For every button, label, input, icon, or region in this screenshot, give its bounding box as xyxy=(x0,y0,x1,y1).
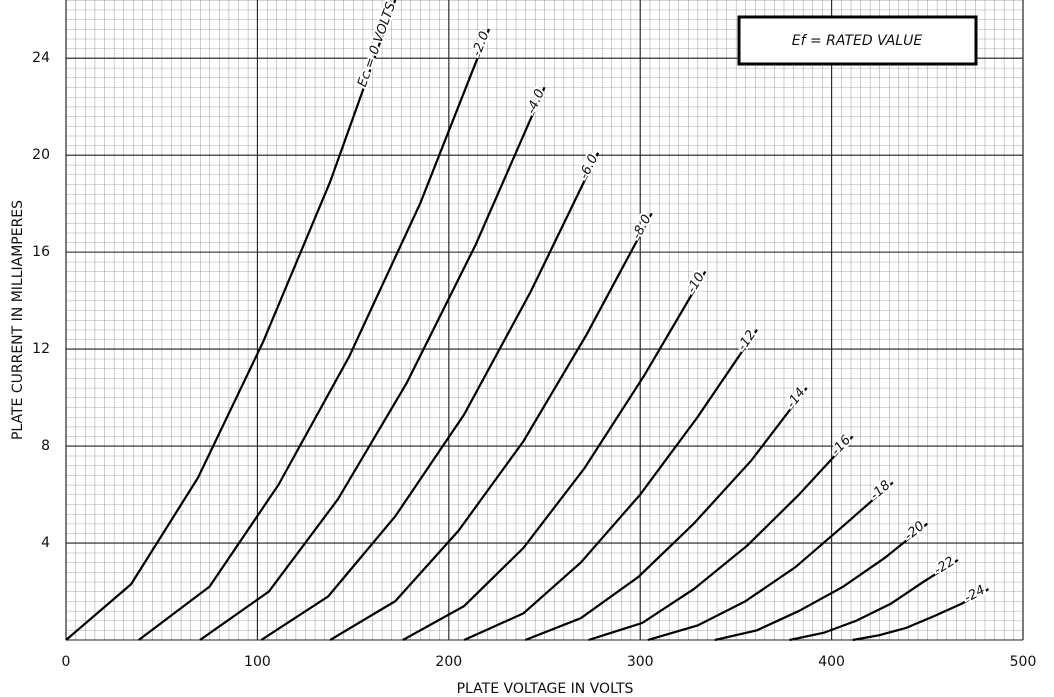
x-tick-label: 200 xyxy=(435,654,462,670)
x-tick-label: 400 xyxy=(818,654,845,670)
curve xyxy=(789,559,959,642)
y-axis-title: PLATE CURRENT IN MILLIAMPERES xyxy=(10,200,26,440)
y-tick-label: 16 xyxy=(32,244,50,260)
curve xyxy=(647,481,894,642)
curve xyxy=(402,270,707,641)
y-tick-label: 4 xyxy=(41,535,50,551)
x-tick-label: 100 xyxy=(244,654,271,670)
y-tick-label: 20 xyxy=(32,147,50,163)
curve xyxy=(463,329,758,642)
annotation: Ef = RATED VALUE xyxy=(792,33,923,49)
x-axis-title: PLATE VOLTAGE IN VOLTS xyxy=(457,681,634,697)
curve xyxy=(714,522,928,642)
curve xyxy=(199,86,546,641)
curve xyxy=(524,387,808,642)
annotation-box xyxy=(737,15,978,66)
x-tick-label: 500 xyxy=(1010,654,1037,670)
curve xyxy=(138,28,491,641)
y-tick-label: 12 xyxy=(32,341,50,357)
plot-area xyxy=(66,0,1023,640)
curve xyxy=(65,0,397,641)
curve xyxy=(852,588,990,642)
curve xyxy=(329,212,653,641)
x-tick-label: 0 xyxy=(62,654,71,670)
y-tick-label: 8 xyxy=(41,438,50,454)
curve xyxy=(260,152,600,641)
x-tick-label: 300 xyxy=(627,654,654,670)
y-tick-label: 24 xyxy=(32,50,50,66)
curve xyxy=(588,435,854,642)
